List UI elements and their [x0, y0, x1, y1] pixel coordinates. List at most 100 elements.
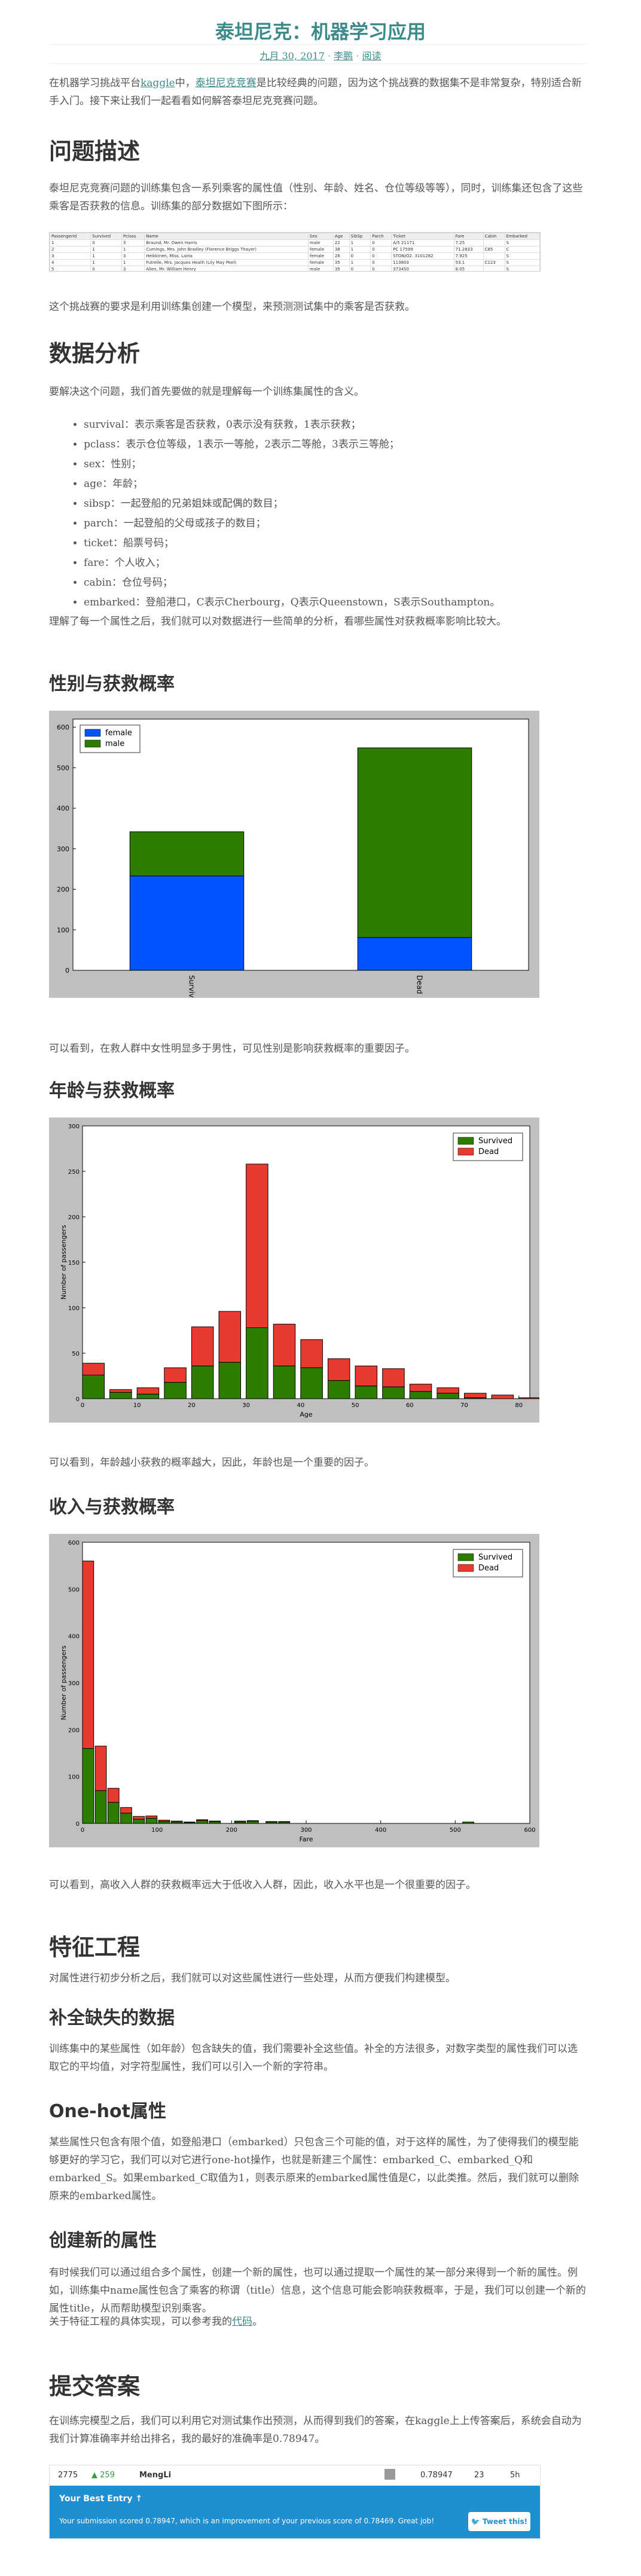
table-cell: 0 — [349, 252, 371, 260]
table-cell: S — [504, 252, 540, 260]
table-header-cell: PassengerId — [50, 233, 91, 240]
analysis-heading: 数据分析 — [49, 340, 141, 367]
leaderboard-rank-change: ▲ 259 — [91, 2471, 115, 2480]
y-tick-label: 0 — [65, 967, 69, 975]
age-survival-heading: 年龄与获救概率 — [49, 1080, 175, 1101]
author-link[interactable]: 李鹏 — [334, 50, 353, 62]
legend-swatch — [84, 739, 101, 748]
bar-survived — [437, 1393, 459, 1399]
bar-survived — [382, 1386, 405, 1399]
bar-dead — [120, 1807, 132, 1814]
code-reference-paragraph: 关于特征工程的具体实现，可以参考我的代码。 — [49, 2313, 587, 2331]
kaggle-link[interactable]: kaggle — [141, 77, 175, 89]
table-cell: 38 — [332, 246, 350, 253]
y-tick-label: 400 — [68, 1634, 80, 1640]
bar-survived — [120, 1813, 132, 1824]
table-cell: 1 — [90, 252, 122, 260]
table-cell: 0 — [370, 239, 392, 246]
bar-dead — [184, 1822, 196, 1823]
y-tick-label: 300 — [57, 845, 69, 853]
attribute-list-item: parch：一起登船的父母或孩子的数目； — [84, 514, 622, 534]
bar-survived — [247, 1820, 259, 1824]
legend-label: Dead — [478, 1147, 499, 1156]
table-cell: Futrelle, Mrs. Jacques Heath (Lily May P… — [144, 259, 309, 266]
table-cell — [483, 266, 505, 271]
table-cell: 3 — [121, 252, 145, 260]
legend-swatch — [84, 729, 101, 737]
table-cell: 4 — [50, 259, 91, 266]
table-cell: 0 — [370, 266, 392, 271]
table-cell: 8.05 — [453, 266, 484, 271]
y-tick-label: 500 — [57, 764, 69, 772]
bar-dead — [191, 1326, 214, 1366]
attribute-list: survival：表示乘客是否获救，0表示没有获救，1表示获救；pclass：表… — [49, 415, 622, 613]
x-tick-label: 30 — [242, 1402, 250, 1409]
table-row: 5 0 3 Allen, Mr. William Henry male 35 0 0 37345… — [50, 266, 540, 271]
submit-heading: 提交答案 — [49, 2373, 141, 2400]
titanic-competition-link[interactable]: 泰坦尼克竞赛 — [195, 77, 257, 89]
age-survival-svg: 0 50 100 150 200 250 300 0 10 20 30 40 50 60 70 80 Age Nu… — [60, 1123, 539, 1418]
onehot-heading: One-hot属性 — [49, 2101, 166, 2122]
post-date-link[interactable]: 九月 30, 2017 — [260, 50, 325, 62]
feature-engineering-paragraph: 对属性进行初步分析之后，我们就可以对这些属性进行一些处理，从而方便我们构建模型。 — [49, 1972, 456, 1984]
table-cell: C85 — [483, 246, 505, 253]
table-header-cell: SibSp — [349, 233, 371, 240]
training-data-table: PassengerId Survived Pclass Name Sex Age SibSp… — [50, 233, 540, 271]
attribute-list-item: sibsp：一起登船的兄弟姐妹或配偶的数目； — [84, 494, 622, 514]
bar-dead — [170, 1820, 183, 1823]
table-cell: 22 — [332, 239, 350, 246]
table-cell: male — [307, 266, 334, 271]
bar-dead — [133, 1816, 145, 1820]
table-header-cell: Cabin — [483, 233, 505, 240]
sex-survival-caption: 可以看到，在救人群中女性明显多于男性，可见性别是影响获救概率的重要因子。 — [49, 1043, 415, 1055]
attribute-list-item: pclass：表示仓位等级，1表示一等舱，2表示二等舱，3表示三等舱； — [84, 435, 622, 455]
analysis-summary-paragraph: 理解了每一个属性之后，我们就可以对数据进行一些简单的分析，看哪些属性对获救概率影… — [49, 616, 506, 628]
x-tick-label: 80 — [515, 1402, 523, 1409]
meta-divider — [49, 63, 587, 64]
y-tick-label: 300 — [68, 1123, 80, 1130]
x-axis-label: Fare — [299, 1835, 313, 1843]
table-cell: Heikkinen, Miss. Laina — [144, 252, 309, 260]
fare-survival-svg: 0 100 200 300 400 500 600 0 100 200 300 400 500 600 Fa… — [60, 1540, 536, 1843]
new-attribute-heading: 创建新的属性 — [49, 2230, 157, 2251]
y-axis-label: Number of passengers — [60, 1225, 68, 1299]
table-cell: 0 — [90, 266, 122, 271]
kaggle-leaderboard-screenshot: 2775 ▲ 259 MengLi 0.78947 23 5h Your Bes… — [49, 2465, 541, 2539]
table-cell: PC 17599 — [391, 246, 454, 253]
age-survival-caption: 可以看到，年龄越小获救的概率越大，因此，年龄也是一个重要的因子。 — [49, 1457, 374, 1469]
problem-requirement-paragraph: 这个挑战赛的要求是利用训练集创建一个模型，来预测测试集中的乘客是否获救。 — [49, 301, 415, 313]
bar-dead — [196, 1819, 208, 1821]
bar-dead — [234, 1820, 246, 1823]
x-tick-label: 70 — [460, 1402, 468, 1409]
attribute-list-item: survival：表示乘客是否获救，0表示没有获救，1表示获救； — [84, 415, 622, 435]
bar-survived — [246, 1327, 268, 1399]
feature-engineering-heading: 特征工程 — [49, 1934, 141, 1960]
table-cell: S — [504, 239, 540, 246]
table-cell: 1 — [90, 246, 122, 253]
table-cell: S — [504, 259, 540, 266]
table-cell: 7.25 — [453, 239, 484, 246]
twitter-icon: 🐦 — [471, 2517, 483, 2526]
code-link[interactable]: 代码 — [232, 2316, 252, 2328]
x-tick-label: 10 — [133, 1402, 141, 1409]
bar-survived — [82, 1748, 94, 1824]
new-attribute-paragraph: 有时候我们可以通过组合多个属性，创建一个新的属性，也可以通过提取一个属性的某一部… — [49, 2267, 586, 2315]
bar-dead — [273, 1323, 296, 1366]
bar-dead — [518, 1397, 539, 1399]
tweet-button[interactable]: 🐦 Tweet this! — [468, 2512, 530, 2531]
bar-survived — [218, 1362, 242, 1399]
bar-survived — [94, 1790, 107, 1824]
bar-dead — [209, 1820, 221, 1822]
y-axis-label: Number of passengers — [60, 1645, 68, 1720]
table-cell: 26 — [332, 252, 350, 260]
table-cell: 5 — [50, 266, 91, 271]
y-tick-label: 400 — [57, 805, 69, 812]
page-title: 泰坦尼克：机器学习应用 — [215, 20, 426, 43]
comments-link[interactable]: 阅读 — [362, 50, 381, 62]
legend-label: female — [105, 729, 132, 738]
attribute-list-item: embarked：登船港口，C表示Cherbourg，Q表示Queenstown… — [84, 593, 622, 613]
table-cell: 113803 — [391, 259, 454, 266]
